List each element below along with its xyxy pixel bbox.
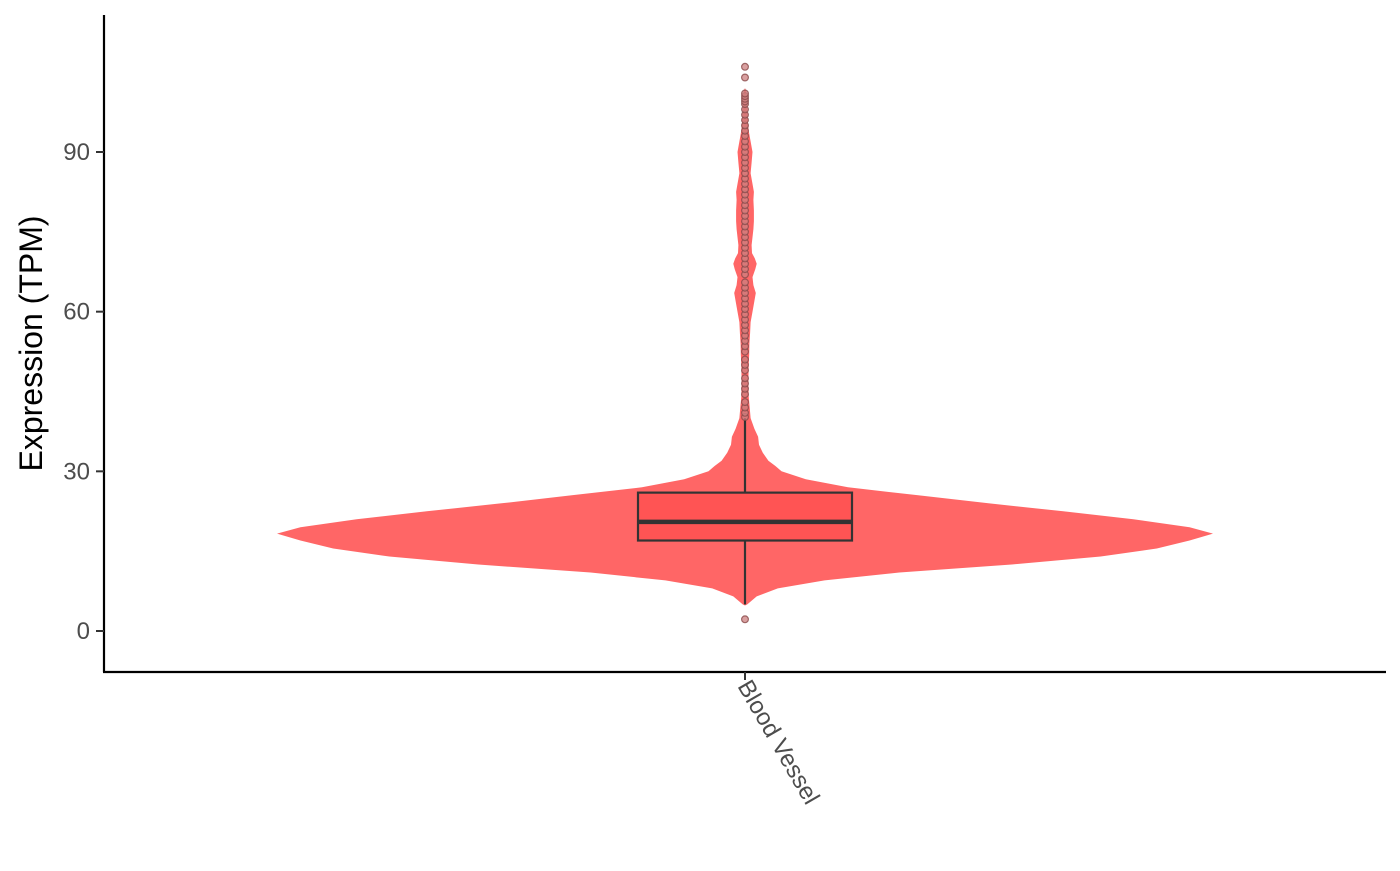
outlier-point bbox=[740, 278, 749, 287]
outlier-point bbox=[740, 615, 749, 624]
boxplot-layer bbox=[636, 418, 854, 605]
x-axis-ticks: Blood Vessel bbox=[732, 672, 825, 809]
x-tick-label: Blood Vessel bbox=[732, 676, 825, 810]
axes-layer: 0 30 60 90 Blood Vessel bbox=[63, 15, 1386, 809]
y-tick-label: 30 bbox=[63, 458, 90, 485]
outlier-point bbox=[740, 374, 749, 383]
points-layer bbox=[740, 62, 749, 624]
y-axis-title: Expression (TPM) bbox=[13, 215, 49, 471]
outlier-point bbox=[740, 355, 749, 364]
outlier-point bbox=[740, 73, 749, 82]
y-tick-label: 60 bbox=[63, 299, 90, 326]
y-tick-label: 0 bbox=[77, 618, 90, 645]
y-tick-label: 90 bbox=[63, 139, 90, 166]
box-iqr bbox=[636, 491, 854, 542]
outlier-point bbox=[740, 89, 749, 98]
y-axis-ticks: 0 30 60 90 bbox=[63, 139, 104, 645]
outlier-point bbox=[740, 398, 749, 407]
outlier-point bbox=[740, 62, 749, 71]
